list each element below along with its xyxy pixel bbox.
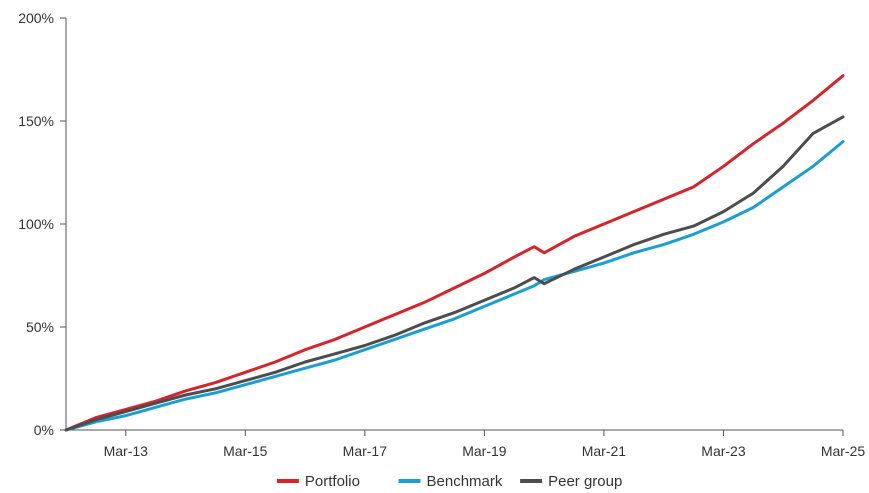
legend-item-benchmark: Benchmark: [398, 473, 503, 490]
legend-item-peer-group: Peer group: [520, 473, 622, 490]
x-tick-label: Mar-25: [821, 443, 866, 459]
x-tick-label: Mar-23: [701, 443, 746, 459]
x-tick-label: Mar-21: [582, 443, 627, 459]
legend-label: Portfolio: [305, 473, 360, 490]
x-tick-label: Mar-17: [343, 443, 388, 459]
legend-item-portfolio: Portfolio: [276, 473, 360, 490]
series-layer: [64, 74, 845, 432]
series-line-benchmark: [64, 140, 845, 432]
y-tick-label: 50%: [26, 319, 54, 335]
legend-label: Peer group: [548, 473, 622, 490]
y-tick-label: 0%: [34, 422, 54, 438]
series-line-portfolio: [64, 74, 845, 432]
legend: Portfolio Benchmark Peer group: [276, 473, 622, 490]
y-tick-label: 100%: [18, 216, 54, 232]
legend-label: Benchmark: [427, 473, 503, 490]
x-tick-label: Mar-15: [223, 443, 268, 459]
x-tick-label: Mar-19: [462, 443, 507, 459]
y-tick-label: 200%: [18, 10, 54, 26]
x-tick-label: Mar-13: [104, 443, 149, 459]
series-line-peer-group: [64, 115, 845, 432]
axes: 0% 50% 100% 150% 200% Mar-13 Mar-15 Mar-17 Mar-1…: [18, 10, 865, 459]
y-tick-label: 150%: [18, 113, 54, 129]
